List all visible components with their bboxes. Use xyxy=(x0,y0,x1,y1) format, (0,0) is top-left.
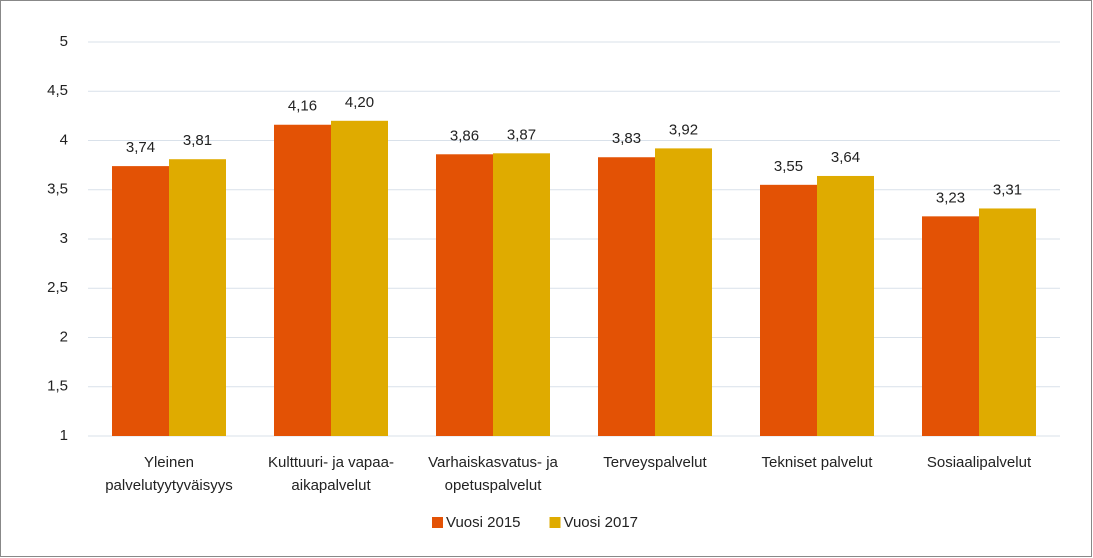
bar xyxy=(979,208,1036,436)
bar xyxy=(112,166,169,437)
value-label: 4,20 xyxy=(345,94,374,111)
x-tick-label: palvelutyytyväisyys xyxy=(105,477,233,494)
value-label: 4,16 xyxy=(288,98,317,115)
value-label: 3,64 xyxy=(831,149,860,166)
y-tick-label: 3 xyxy=(60,230,68,247)
bar xyxy=(922,216,979,436)
x-tick-label: Sosiaalipalvelut xyxy=(927,454,1032,471)
y-tick-label: 4 xyxy=(60,131,68,148)
legend-swatch xyxy=(549,517,561,528)
legend-swatch xyxy=(432,517,443,528)
y-tick-label: 4,5 xyxy=(47,82,68,99)
bar xyxy=(655,148,712,436)
y-tick-label: 5 xyxy=(60,33,68,50)
y-tick-label: 3,5 xyxy=(47,181,68,198)
x-tick-label: opetuspalvelut xyxy=(445,477,543,494)
value-label: 3,31 xyxy=(993,181,1022,198)
bar xyxy=(436,154,493,437)
y-tick-label: 1,5 xyxy=(47,378,68,395)
x-tick-label: Varhaiskasvatus- ja xyxy=(428,454,558,471)
legend-label: Vuosi 2015 xyxy=(446,514,521,531)
bar xyxy=(274,124,331,437)
value-label: 3,23 xyxy=(936,189,965,206)
bar xyxy=(331,120,388,437)
bar xyxy=(169,159,226,436)
value-label: 3,74 xyxy=(126,139,155,156)
bar xyxy=(760,184,817,436)
value-label: 3,86 xyxy=(450,127,479,144)
y-tick-label: 2,5 xyxy=(47,279,68,296)
legend-label: Vuosi 2017 xyxy=(564,514,639,531)
value-label: 3,55 xyxy=(774,158,803,175)
value-label: 3,87 xyxy=(507,126,536,143)
x-tick-label: Terveyspalvelut xyxy=(603,454,707,471)
value-label: 3,92 xyxy=(669,121,698,138)
y-tick-label: 2 xyxy=(60,328,68,345)
bar xyxy=(817,175,874,436)
x-tick-label: Yleinen xyxy=(144,454,194,471)
y-tick-label: 1 xyxy=(60,427,68,444)
bar xyxy=(493,153,550,436)
x-tick-label: aikapalvelut xyxy=(291,477,371,494)
value-label: 3,81 xyxy=(183,132,212,149)
x-tick-label: Kulttuuri- ja vapaa- xyxy=(268,454,394,471)
value-label: 3,83 xyxy=(612,130,641,147)
x-tick-label: Tekniset palvelut xyxy=(762,454,874,471)
bar xyxy=(598,157,655,436)
